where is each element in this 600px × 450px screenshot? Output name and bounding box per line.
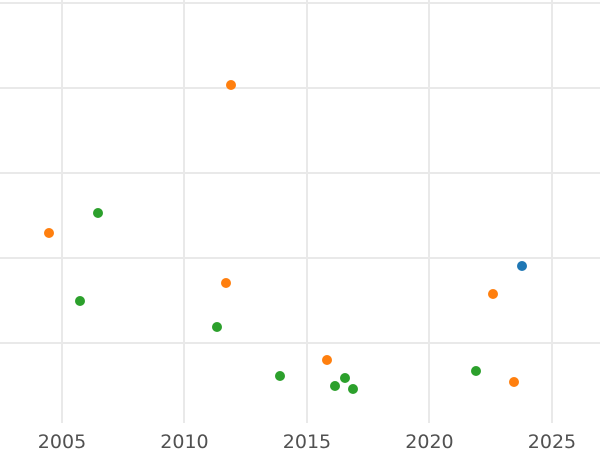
horizontal-gridline (0, 2, 600, 5)
x-tick-label: 2005 (37, 430, 87, 450)
x-tick-label: 2010 (160, 430, 209, 450)
scatter-point-green (212, 321, 223, 332)
scatter-point-orange (220, 277, 231, 288)
vertical-gridline (305, 0, 308, 423)
scatter-point-orange (487, 288, 498, 299)
vertical-gridline (60, 0, 63, 423)
x-tick-label: 2020 (405, 430, 454, 450)
horizontal-gridline (0, 172, 600, 175)
vertical-gridline (183, 0, 186, 423)
scatter-point-orange (43, 228, 54, 239)
horizontal-gridline (0, 87, 600, 90)
horizontal-gridline (0, 342, 600, 345)
scatter-point-orange (509, 377, 519, 388)
scatter-point-green (275, 371, 286, 382)
scatter-point-green (339, 372, 350, 383)
scatter-point-orange (226, 79, 237, 90)
horizontal-gridline (0, 257, 600, 260)
x-tick-label: 2025 (527, 430, 577, 450)
scatter-point-green (74, 296, 85, 307)
x-tick-label: 2015 (282, 430, 332, 450)
scatter-point-green (348, 383, 359, 394)
vertical-gridline (550, 0, 553, 423)
scatter-point-green (471, 366, 482, 377)
scatter-point-orange (322, 355, 333, 365)
scatter-point-green (329, 381, 340, 392)
vertical-gridline (428, 0, 431, 423)
scatter-point-green (92, 208, 103, 219)
scatter-point-blue (517, 260, 528, 271)
